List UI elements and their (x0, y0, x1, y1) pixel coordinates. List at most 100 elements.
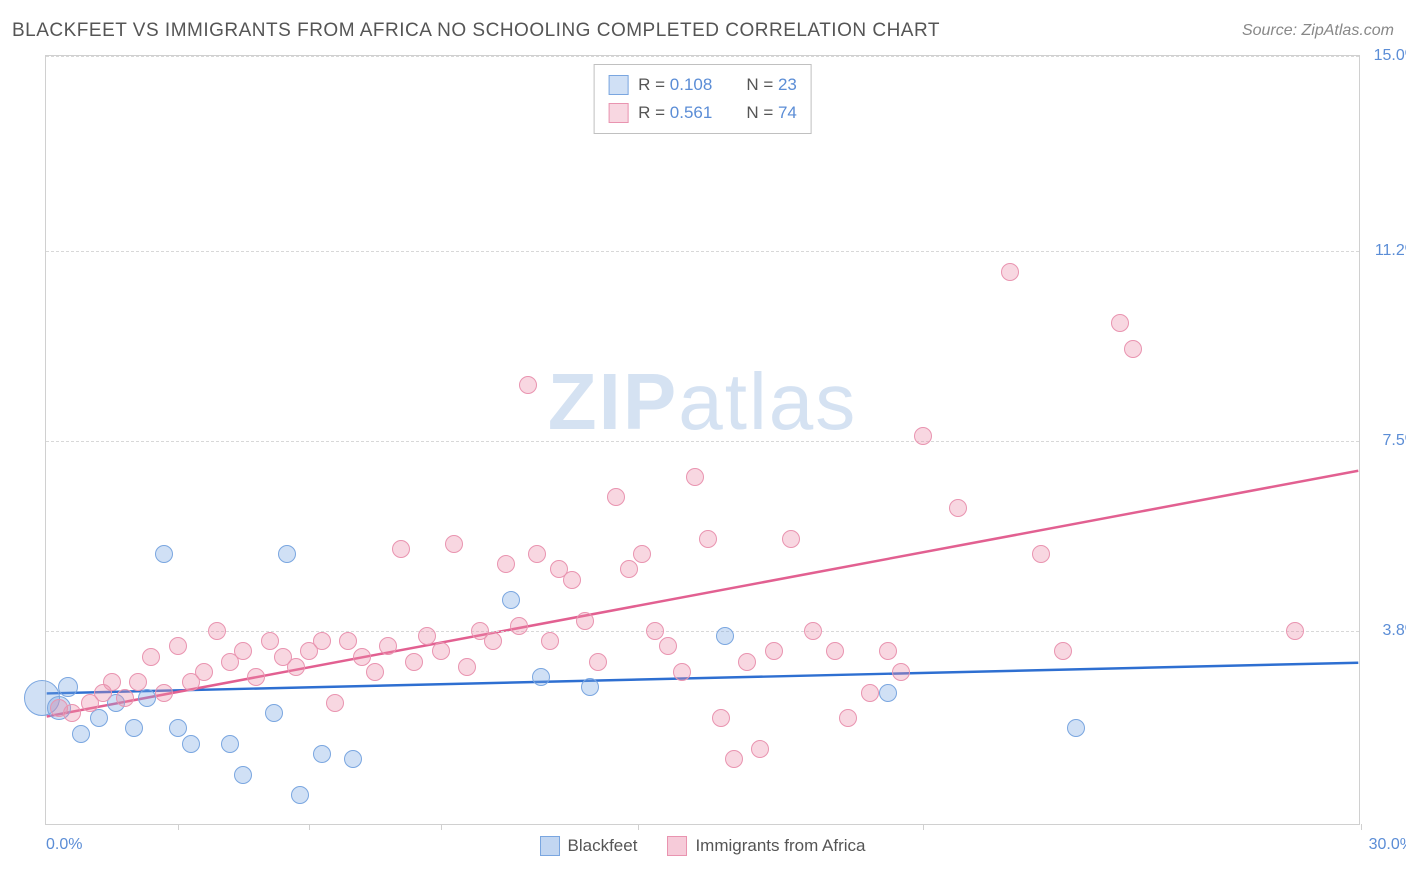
scatter-point (344, 750, 362, 768)
scatter-point (633, 545, 651, 563)
legend-swatch (540, 836, 560, 856)
scatter-point (484, 632, 502, 650)
scatter-point (804, 622, 822, 640)
trend-lines-layer (46, 56, 1359, 824)
scatter-point (405, 653, 423, 671)
scatter-point (879, 642, 897, 660)
chart-source: Source: ZipAtlas.com (1242, 22, 1394, 40)
scatter-point (392, 540, 410, 558)
scatter-point (699, 530, 717, 548)
grid-line (46, 441, 1359, 442)
scatter-point (155, 684, 173, 702)
scatter-point (353, 648, 371, 666)
scatter-point (339, 632, 357, 650)
scatter-point (528, 545, 546, 563)
scatter-point (129, 673, 147, 691)
scatter-point (432, 642, 450, 660)
legend-swatch (608, 75, 628, 95)
scatter-point (169, 637, 187, 655)
chart-header: BLACKFEET VS IMMIGRANTS FROM AFRICA NO S… (12, 20, 1394, 42)
scatter-point (1032, 545, 1050, 563)
scatter-point (195, 663, 213, 681)
scatter-point (826, 642, 844, 660)
legend-row: R = 0.108 N = 23 (608, 71, 797, 99)
scatter-point (379, 637, 397, 655)
x-tick (309, 824, 310, 830)
scatter-point (221, 735, 239, 753)
grid-line (46, 631, 1359, 632)
scatter-point (563, 571, 581, 589)
series-legend-label: Blackfeet (568, 836, 638, 856)
scatter-point (659, 637, 677, 655)
scatter-point (1054, 642, 1072, 660)
scatter-point (326, 694, 344, 712)
scatter-point (125, 719, 143, 737)
scatter-point (1124, 340, 1142, 358)
y-tick-label: 3.8% (1383, 622, 1406, 640)
scatter-point (261, 632, 279, 650)
scatter-point (138, 689, 156, 707)
x-tick (923, 824, 924, 830)
scatter-point (541, 632, 559, 650)
scatter-point (620, 560, 638, 578)
scatter-point (502, 591, 520, 609)
scatter-point (234, 642, 252, 660)
legend-row: R = 0.561 N = 74 (608, 99, 797, 127)
y-tick-label: 11.2% (1375, 242, 1406, 260)
scatter-point (914, 427, 932, 445)
scatter-point (949, 499, 967, 517)
scatter-point (265, 704, 283, 722)
scatter-point (712, 709, 730, 727)
grid-line (46, 251, 1359, 252)
scatter-point (581, 678, 599, 696)
scatter-point (247, 668, 265, 686)
legend-n-label: N = 74 (746, 99, 797, 127)
y-tick-label: 7.5% (1383, 432, 1406, 450)
scatter-point (589, 653, 607, 671)
x-axis-label: 0.0% (46, 836, 82, 854)
scatter-point (738, 653, 756, 671)
grid-line (46, 56, 1359, 57)
scatter-point (510, 617, 528, 635)
scatter-point (313, 745, 331, 763)
scatter-point (116, 689, 134, 707)
x-axis-label: 30.0% (1369, 836, 1406, 854)
correlation-legend: R = 0.108 N = 23 R = 0.561 N = 74 (593, 64, 812, 134)
scatter-point (234, 766, 252, 784)
scatter-point (765, 642, 783, 660)
legend-r-label: R = 0.561 (638, 99, 712, 127)
scatter-point (155, 545, 173, 563)
scatter-point (278, 545, 296, 563)
scatter-point (72, 725, 90, 743)
scatter-point (892, 663, 910, 681)
trend-line (47, 471, 1359, 717)
scatter-point (418, 627, 436, 645)
scatter-point (716, 627, 734, 645)
scatter-point (287, 658, 305, 676)
scatter-point (142, 648, 160, 666)
scatter-point (839, 709, 857, 727)
scatter-point (607, 488, 625, 506)
y-tick-label: 15.0% (1374, 47, 1406, 65)
scatter-point (103, 673, 121, 691)
scatter-point (90, 709, 108, 727)
legend-r-label: R = 0.108 (638, 71, 712, 99)
scatter-point (366, 663, 384, 681)
legend-n-label: N = 23 (746, 71, 797, 99)
scatter-point (182, 735, 200, 753)
x-tick (441, 824, 442, 830)
scatter-point (861, 684, 879, 702)
scatter-point (751, 740, 769, 758)
scatter-point (879, 684, 897, 702)
x-tick (178, 824, 179, 830)
series-legend-item: Immigrants from Africa (667, 836, 865, 856)
scatter-point (686, 468, 704, 486)
scatter-point (519, 376, 537, 394)
scatter-point (458, 658, 476, 676)
scatter-point (1286, 622, 1304, 640)
scatter-point (725, 750, 743, 768)
scatter-point (1067, 719, 1085, 737)
trend-line (47, 663, 1359, 694)
scatter-point (208, 622, 226, 640)
scatter-point (1001, 263, 1019, 281)
